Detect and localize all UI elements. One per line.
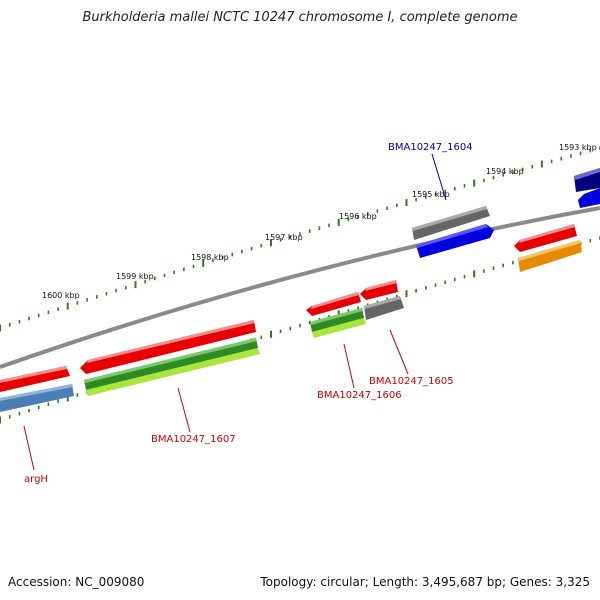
feature-bma1603-gene[interactable] <box>518 240 582 272</box>
feature-bma1606-gene-lime[interactable] <box>312 318 366 338</box>
gene-label-bma1607[interactable]: BMA10247_1607 <box>151 434 236 445</box>
tick-label-1593: 1593 kbp <box>559 143 597 152</box>
gene-label-argh[interactable]: argH <box>24 474 48 485</box>
tick-label-1597: 1597 kbp <box>265 233 303 242</box>
gene-label-bma1604[interactable]: BMA10247_1604 <box>388 142 473 153</box>
feature-bma1603-cds[interactable] <box>514 224 577 252</box>
feature-argh-gene[interactable] <box>0 384 74 412</box>
leader-bma1605 <box>389 329 409 375</box>
tick-label-1594: 1594 kbp <box>486 167 524 176</box>
feature-bma1606-cds[interactable] <box>306 292 361 316</box>
tick-label-1600: 1600 kbp <box>42 291 80 300</box>
leader-bma1606 <box>343 343 355 389</box>
accession-text: Accession: NC_009080 <box>8 575 145 589</box>
feature-bma1602-cds[interactable] <box>578 188 600 208</box>
feature-bma1607-gene-green[interactable] <box>84 338 258 390</box>
feature-bma1606-gene-green[interactable] <box>310 308 364 332</box>
tick-label-1599: 1599 kbp <box>116 272 154 281</box>
feature-bma1607-cds[interactable] <box>80 320 256 374</box>
tick-label-1596: 1596 kbp <box>339 212 377 221</box>
tick-labels: 1600 kbp 1599 kbp 1598 kbp 1597 kbp 1596… <box>42 143 597 300</box>
gene-label-leaders <box>23 153 447 471</box>
leader-bma1604 <box>431 153 447 201</box>
feature-argh-cds[interactable] <box>0 366 70 392</box>
feature-bma1605-cds[interactable] <box>360 280 398 300</box>
leader-argh <box>23 425 35 471</box>
tick-marks-outer <box>0 146 600 332</box>
feature-bma1605-gene[interactable] <box>364 296 404 320</box>
genome-backbone <box>0 206 600 369</box>
leader-bma1607 <box>177 387 191 433</box>
tick-label-1595: 1595 kbp <box>412 190 450 199</box>
tick-label-1598: 1598 kbp <box>191 253 229 262</box>
gene-label-bma1606[interactable]: BMA10247_1606 <box>317 390 402 401</box>
feature-bma1602-gene[interactable] <box>574 168 600 192</box>
gene-label-bma1605[interactable]: BMA10247_1605 <box>369 376 454 387</box>
map-title: Burkholderia mallei NCTC 10247 chromosom… <box>82 10 518 25</box>
feature-bma1604-gene[interactable] <box>412 206 490 240</box>
feature-bma1607-gene-lime[interactable] <box>86 348 260 396</box>
genome-summary-text: Topology: circular; Length: 3,495,687 bp… <box>260 575 590 589</box>
feature-bma1604-cds[interactable] <box>416 224 494 258</box>
feature-track[interactable] <box>0 168 600 412</box>
gene-labels: argH BMA10247_1607 BMA10247_1606 BMA1024… <box>24 142 473 485</box>
